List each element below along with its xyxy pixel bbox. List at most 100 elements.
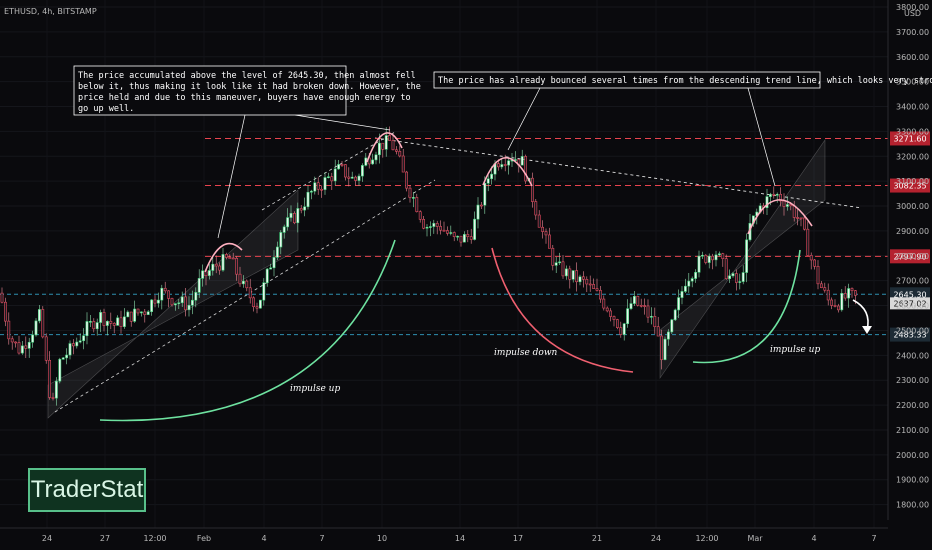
candles-layer [0,126,857,406]
candle-body [717,253,721,256]
impulse-up-arc-2 [692,249,801,364]
candle-body [129,311,133,322]
candle-body [415,197,419,212]
candle-body [466,234,470,237]
candle-body [541,226,545,232]
candle-body [643,305,647,307]
impulse-up-arc-1 [99,239,396,422]
candle-body [568,268,572,280]
candle-body [116,317,120,326]
candle-body [371,159,375,165]
candle-body [731,273,735,277]
candle-body [54,380,58,399]
candle-body [112,323,116,326]
y-tick-label: 1800.00 [896,501,929,510]
candle-body [265,268,269,284]
candle-body [374,154,378,161]
time-axis[interactable]: 24 27 12:00 Feb 4 7 10 14 17 21 24 12:00 Mar 4 7 [42,534,877,543]
level-price-tag [890,131,930,146]
candle-body [500,164,504,168]
candle-body [340,164,344,166]
candle-body [711,255,715,261]
candle-body [10,338,14,343]
candle-body [252,297,256,308]
candle-body [17,342,21,354]
candle-body [666,331,670,340]
y-tick-label: 1900.00 [896,476,929,485]
candle-body [564,268,568,277]
candle-body [615,319,619,328]
candle-body [459,235,463,243]
candle-body [741,272,745,282]
candle-body [272,257,276,269]
candle-body [456,235,460,238]
candle-body [279,232,283,248]
note-box-1 [73,65,347,116]
impulse-down-label: impulse down [494,348,558,358]
candle-body [802,217,806,230]
candle-body [823,287,827,291]
candle-body [82,335,86,342]
candle-body [197,278,201,293]
candle-body [109,321,113,324]
candle-body [68,343,72,356]
annotation-layer: The price accumulated above the level of… [73,65,932,422]
levels-layer: 3271.60 3082.35 2797.90 2645.30 2483.33 2637.… [0,131,930,342]
candle-body [31,334,35,343]
candle-body [830,299,834,306]
candle-body [462,234,466,243]
candle-body [578,276,582,283]
candle-body [296,208,300,224]
y-tick-label: 2200.00 [896,401,929,410]
candle-body [238,273,242,285]
x-tick-label: 7 [871,534,876,543]
level-price-tag [890,178,930,193]
candle-body [768,193,772,197]
candle-body [670,319,674,333]
candle-body [585,279,589,285]
candle-body [554,262,558,266]
candle-body [765,196,769,208]
candle-body [605,307,609,312]
candle-body [588,283,592,286]
y-tick-label: 3800.00 [896,3,929,12]
candle-body [592,284,596,289]
channel-1-upper-line [261,131,396,211]
candle-body [75,341,79,347]
candle-body [796,217,800,219]
candle-body [435,223,439,227]
candle-body [442,229,446,232]
candle-body [7,320,11,340]
candle-body [486,178,490,184]
candle-body [191,299,194,306]
candle-body [826,289,830,301]
candle-body [581,276,585,280]
candle-body [721,253,725,259]
candle-body [323,177,327,190]
candle-body [836,305,840,311]
impulse-down-arc [491,247,634,373]
candle-body [20,345,24,354]
candle-body [728,275,732,279]
price-axis[interactable]: 3800.00 3700.00 3600.00 3500.00 3400.00 3300.… [896,3,929,510]
candle-body [89,321,92,323]
pointer-line-1 [217,114,246,239]
candle-body [187,304,191,311]
candle-body [350,176,354,179]
candle-body [649,316,653,318]
candle-body [275,246,279,258]
y-tick-label: 2100.00 [896,426,929,435]
candle-body [357,175,361,181]
y-tick-label: 3200.00 [896,152,929,161]
candle-body [289,213,293,218]
candle-body [449,232,453,234]
x-tick-label: Mar [747,534,763,543]
candle-body [405,171,409,189]
candle-body [690,278,694,282]
candle-body [551,247,555,266]
y-tick-label: 3600.00 [896,53,929,62]
candle-body [136,308,140,314]
candle-body [225,254,228,258]
level-price-label: 2483.33 [893,331,926,340]
